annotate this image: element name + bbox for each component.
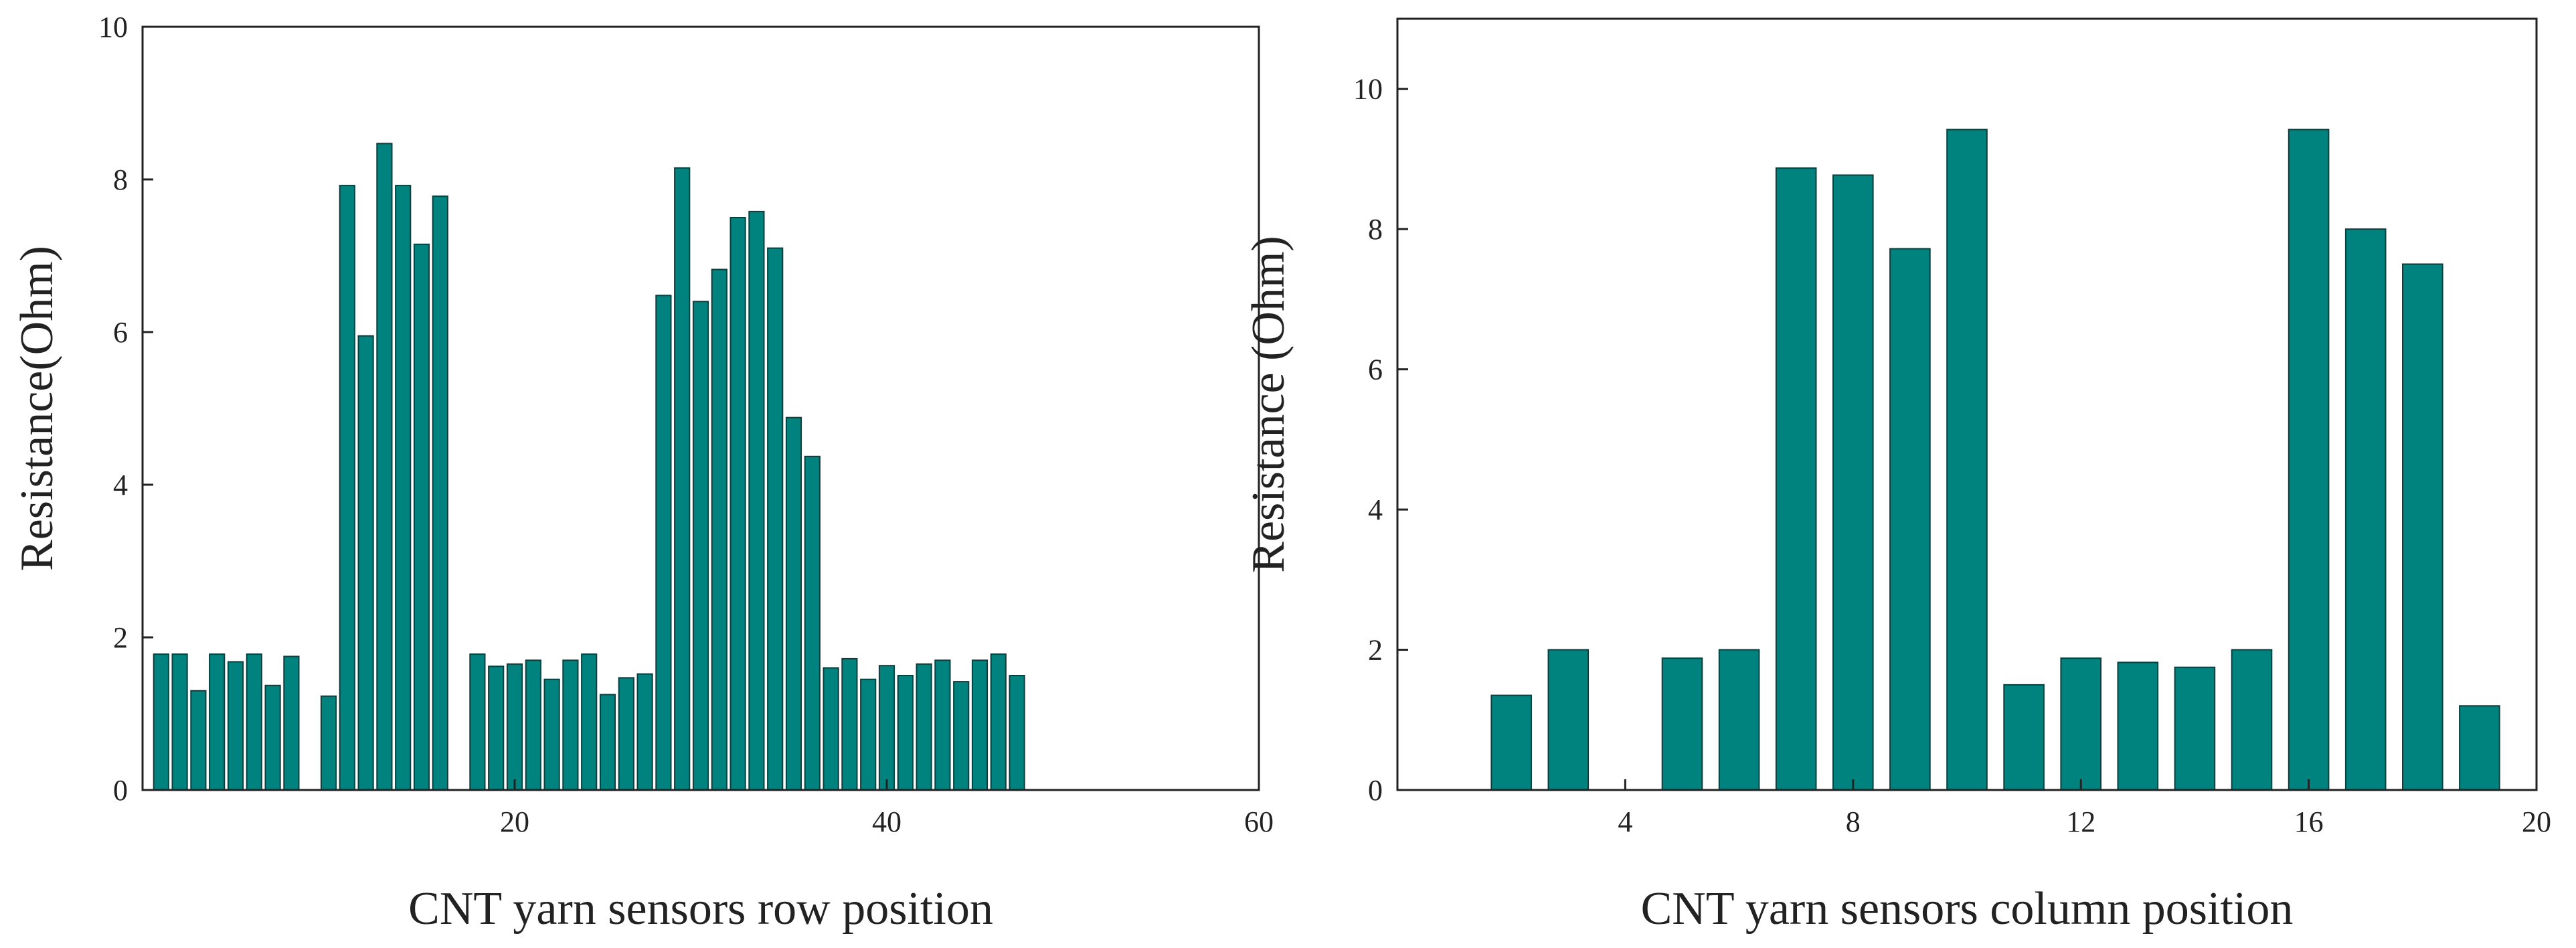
bar-15 [2288,129,2330,791]
bar-10 [2003,684,2045,791]
bar-30 [692,301,709,791]
bar-16 [2344,228,2387,791]
bar-29 [674,167,691,791]
bar-34 [767,247,784,791]
x-tick-label: 4 [1618,805,1632,838]
y-tick-label: 6 [1368,353,1383,386]
bar-20 [506,663,523,791]
bar-7 [264,684,281,791]
bar-12 [2117,661,2159,791]
y-tick-label: 2 [113,621,128,654]
bar-19 [488,665,505,791]
bar-4 [209,653,226,791]
bar-1 [1490,694,1532,791]
y-tick-label: 4 [1368,493,1383,526]
bar-39 [860,678,877,791]
bar-2 [1547,649,1590,791]
x-tick-label: 16 [2294,805,2324,838]
y-tick-label: 0 [113,774,128,807]
bar-28 [655,295,672,791]
y-tick-label: 6 [113,316,128,349]
bar-8 [283,655,300,791]
bar-40 [878,665,895,791]
x-axis-label: CNT yarn sensors column position [1641,883,2294,935]
x-tick-label: 8 [1846,805,1861,838]
bar-11 [339,185,355,791]
bar-9 [1946,129,1988,791]
bar-5 [1718,649,1760,791]
bar-8 [1889,248,1931,791]
x-tick-label: 20 [500,805,529,838]
bar-10 [320,695,337,791]
bar-31 [711,268,727,791]
bar-12 [357,335,374,791]
bar-35 [785,416,802,791]
bar-16 [432,195,448,791]
y-tick-label: 2 [1368,634,1383,667]
y-tick-label: 10 [1353,73,1383,106]
plot-frame [1396,17,2538,791]
bar-41 [897,675,914,791]
bar-5 [227,661,244,791]
x-tick-label: 20 [2522,805,2551,838]
bar-33 [748,210,765,791]
bar-24 [581,653,598,791]
bar-22 [543,678,560,791]
bar-47 [1009,675,1025,791]
x-tick-label: 40 [872,805,901,838]
bar-44 [953,681,970,791]
bar-42 [916,663,932,791]
bar-45 [971,659,989,791]
x-tick-label: 60 [1244,805,1274,838]
bar-11 [2060,657,2101,791]
y-tick-label: 10 [98,11,128,44]
bar-3 [190,690,207,791]
bar-21 [525,659,541,791]
bar-36 [804,455,821,791]
bar-14 [2231,649,2273,791]
bar-27 [636,673,653,791]
bar-14 [395,185,412,791]
bar-17 [2402,263,2443,791]
column-position-chart: 0 2 4 6 8 10 4 8 12 16 20 CNT yarn sensors column p… [1243,17,2551,935]
bar-1 [153,653,169,791]
bar-46 [990,653,1007,791]
row-position-chart: 0 2 4 6 8 10 20 40 60 CNT yarn sensors row positi… [11,11,1274,935]
bar-26 [618,677,634,791]
y-axis-label: Resistance(Ohm) [11,246,63,571]
bar-6 [246,653,262,791]
bar-4 [1661,657,1703,791]
y-tick-label: 0 [1368,774,1383,807]
bar-23 [562,659,579,791]
bar-43 [934,659,951,791]
bar-13 [2174,666,2216,791]
bar-25 [599,694,616,791]
bar-38 [841,657,858,791]
bar-6 [1775,167,1817,791]
bar-7 [1832,174,1874,791]
bar-2 [171,653,188,791]
bar-37 [823,667,839,791]
x-tick-label: 12 [2066,805,2095,838]
x-axis-label: CNT yarn sensors row position [408,883,993,935]
bar-32 [729,217,746,791]
y-axis-label: Resistance (Ohm) [1243,236,1294,572]
bar-13 [376,143,393,791]
y-tick-label: 4 [113,469,128,501]
y-tick-label: 8 [1368,213,1383,246]
bar-18 [469,653,486,791]
bar-18 [2459,705,2500,791]
y-tick-label: 8 [113,163,128,196]
plot-frame [141,25,1260,791]
bar-15 [413,243,430,791]
